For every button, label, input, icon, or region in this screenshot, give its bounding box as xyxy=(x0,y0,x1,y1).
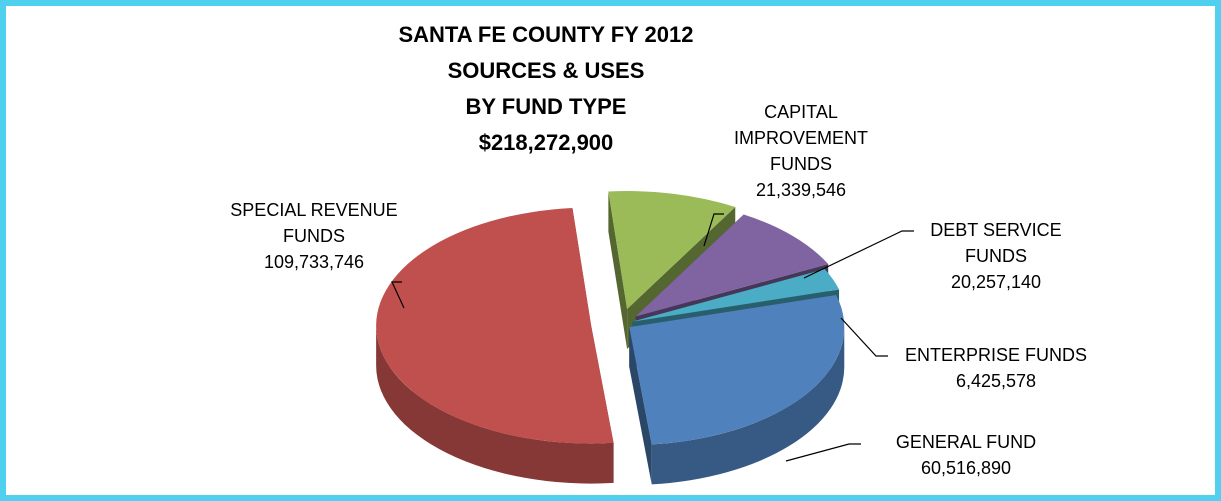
slice xyxy=(632,269,840,322)
slice xyxy=(629,294,845,445)
label-name: CAPITAL IMPROVEMENT FUNDS xyxy=(733,102,868,174)
slice-side xyxy=(608,191,628,350)
label-name: ENTERPRISE FUNDS xyxy=(904,345,1088,365)
label-value: 60,516,890 xyxy=(920,458,1012,478)
chart-title: SOURCES & USES xyxy=(447,58,645,83)
label-value: 6,425,578 xyxy=(955,371,1037,391)
leader-line xyxy=(803,230,914,279)
data-label: GENERAL FUND 60,516,890 xyxy=(866,429,1066,481)
slice xyxy=(376,208,614,444)
pie-area xyxy=(376,191,914,485)
leader-line xyxy=(840,317,888,357)
slice xyxy=(608,191,736,310)
label-name: SPECIAL REVENUE FUNDS xyxy=(230,200,398,246)
data-label: ENTERPRISE FUNDS 6,425,578 xyxy=(876,342,1116,394)
data-label: SPECIAL REVENUE FUNDS 109,733,746 xyxy=(214,197,414,275)
data-label: DEBT SERVICE FUNDS 20,257,140 xyxy=(916,217,1076,295)
slice-side xyxy=(629,327,652,485)
label-value: 20,257,140 xyxy=(950,272,1042,292)
slice-wall xyxy=(376,325,614,484)
data-label: CAPITAL IMPROVEMENT FUNDS 21,339,546 xyxy=(726,99,876,203)
leader-line xyxy=(703,213,724,247)
slice xyxy=(635,214,829,317)
label-value: 21,339,546 xyxy=(755,180,847,200)
chart-title: SANTA FE COUNTY FY 2012 xyxy=(398,22,694,47)
chart-title: BY FUND TYPE xyxy=(465,94,627,119)
leader-line xyxy=(391,281,405,309)
chart-title: $218,272,900 xyxy=(478,130,614,155)
label-value: 109,733,746 xyxy=(263,252,365,272)
leader-line xyxy=(785,443,861,462)
label-name: DEBT SERVICE FUNDS xyxy=(930,220,1062,266)
slice-wall xyxy=(651,327,845,485)
label-name: GENERAL FUND xyxy=(895,432,1037,452)
